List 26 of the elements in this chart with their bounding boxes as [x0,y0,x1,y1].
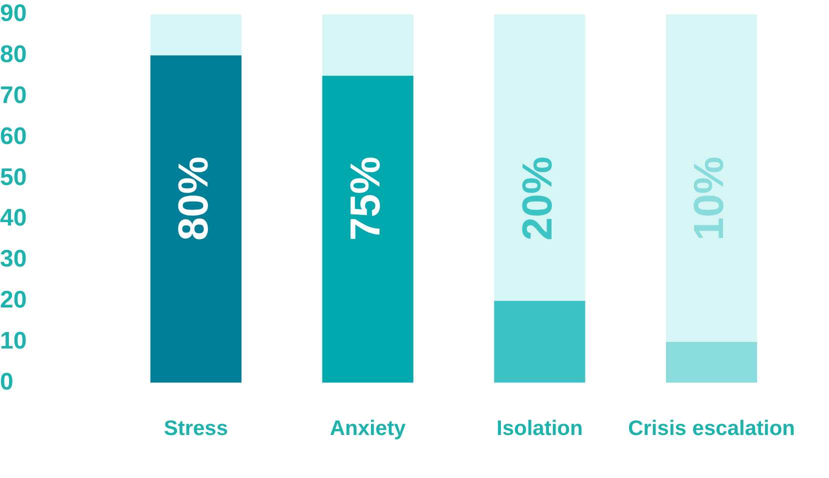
x-tick-label: Crisis escalation [628,417,796,440]
y-tick-label: 70 [0,82,27,109]
y-tick-label: 60 [0,122,27,150]
x-tick-label: Anxiety [330,417,406,440]
x-tick-label: Stress [164,417,228,440]
x-tick-label: Isolation [496,417,583,440]
data-label: 10% [685,156,732,241]
bar [150,55,242,383]
y-tick-label: 30 [0,246,27,273]
bar [494,300,586,383]
data-label: 75% [341,156,388,241]
y-tick-label: 90 [0,0,27,28]
bar [322,14,414,76]
data-label: 20% [513,156,560,241]
bar [322,76,414,383]
y-tick-label: 50 [0,164,27,191]
bar [666,14,758,342]
bar [494,14,586,301]
data-label: 80% [170,156,217,241]
y-tick-label: 0 [0,368,14,396]
y-tick-label: 40 [0,204,27,232]
y-tick-label: 20 [0,286,27,314]
y-tick-label: 80 [0,40,27,68]
bar [150,14,242,56]
bar [666,342,758,383]
y-tick-label: 10 [0,327,27,354]
